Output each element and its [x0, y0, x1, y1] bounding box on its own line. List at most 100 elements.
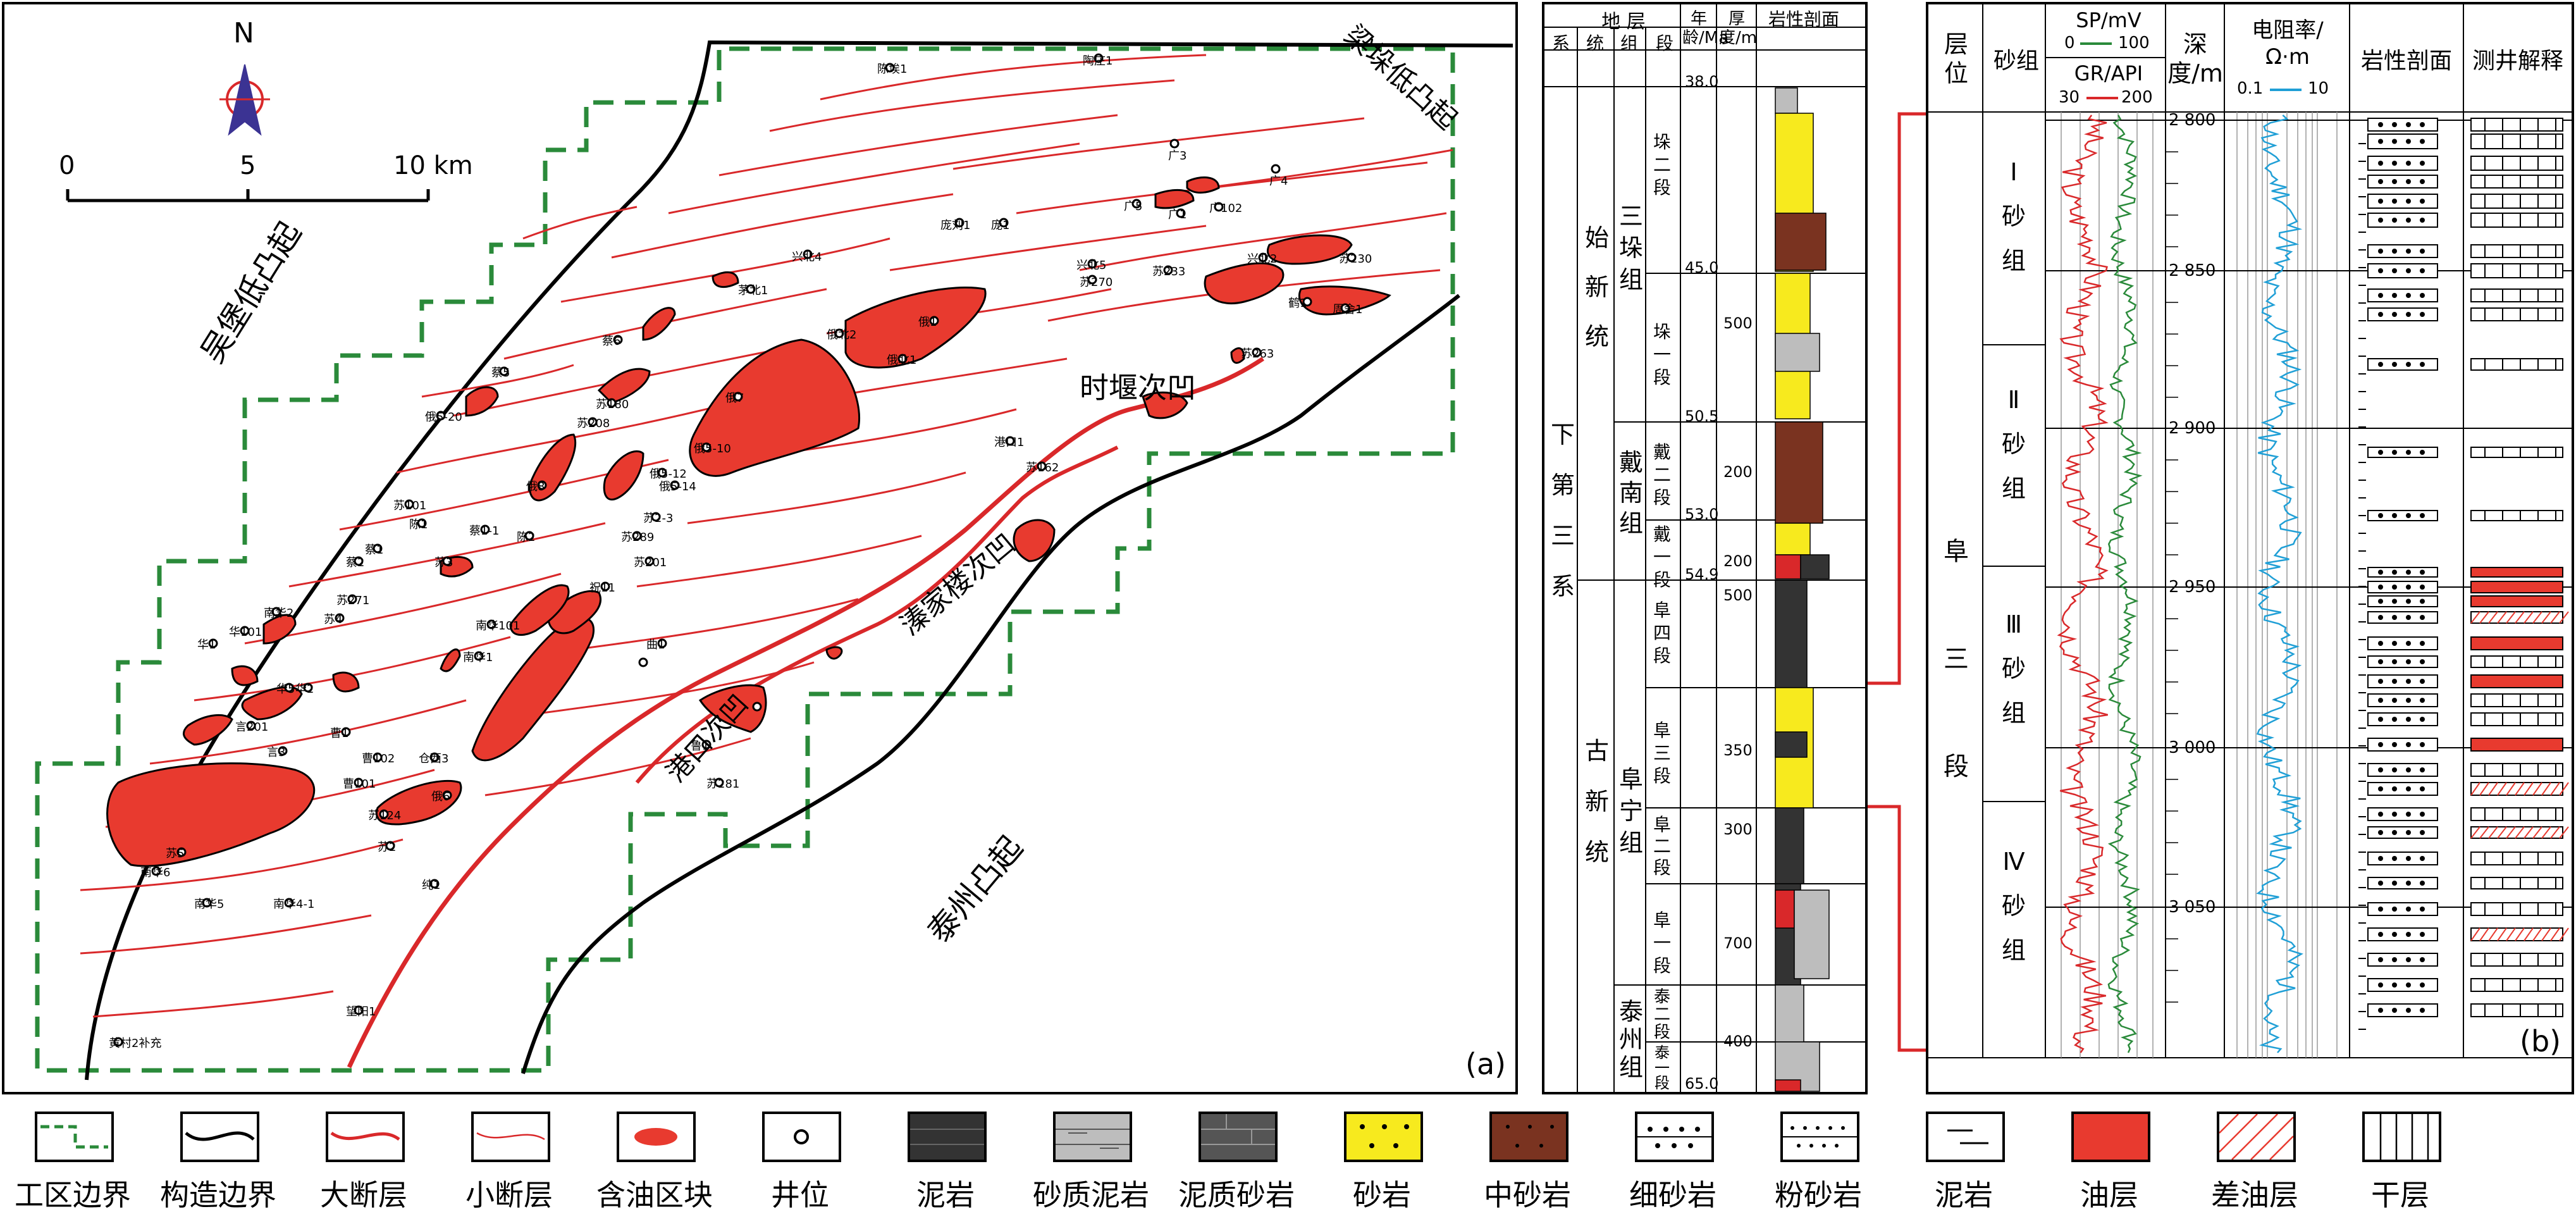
well-label: 苏180: [596, 398, 629, 411]
well-label: 广3: [1168, 149, 1187, 163]
litho-grain: [2392, 513, 2397, 518]
interp-poor-hatch: [2550, 826, 2560, 839]
resistivity-curve: [2256, 115, 2303, 1053]
litho-grain: [2392, 569, 2397, 575]
interp-poor-hatch: [2497, 826, 2507, 839]
litho-grain: [2420, 218, 2425, 223]
well-label: 苏281: [706, 777, 740, 791]
interp-poor-hatch: [2488, 927, 2498, 941]
litho-grain: [2378, 139, 2383, 144]
litho-grain: [2406, 679, 2411, 684]
litho-grain: [2378, 569, 2383, 575]
north-arrow: [219, 64, 270, 136]
strat-header-thickness: 厚度/m: [1719, 9, 1758, 47]
litho-bed: [2367, 807, 2438, 821]
litho-bed: [2367, 581, 2438, 593]
sp-curve: [2107, 115, 2143, 1053]
litho-bed: [2367, 782, 2438, 796]
log-header-depth: 深度/m: [2167, 30, 2223, 87]
interp-poor-hatch: [2479, 927, 2489, 941]
litho-grain: [2392, 881, 2397, 886]
well-label: 苏5: [166, 847, 185, 860]
litho-grain: [2420, 742, 2425, 747]
litho-bed: [2367, 358, 2438, 371]
litho-bed: [2367, 655, 2438, 668]
well-label: 苏124: [368, 809, 402, 822]
litho-grain: [2378, 249, 2383, 254]
well-label: 言201: [235, 721, 269, 734]
litho-grain: [2406, 598, 2411, 604]
well-label: 陈埃1: [877, 63, 908, 76]
litho-grain: [2406, 907, 2411, 912]
well-label: 俄5-14: [659, 480, 696, 493]
interp-bed: [2470, 763, 2563, 777]
litho-bed: [2367, 133, 2438, 149]
litho-grain: [2420, 679, 2425, 684]
litho-grain: [2378, 907, 2383, 912]
litho-grain: [2406, 450, 2411, 455]
well-label: 俄8: [526, 480, 545, 493]
litho-grain: [2420, 698, 2425, 703]
strat-header-member: 段: [1656, 33, 1674, 54]
region-shiyan: 时堰次凹: [1080, 371, 1196, 405]
litho-grain: [2392, 742, 2397, 747]
well-label: 华2: [295, 683, 314, 696]
well-label: 望阳1: [346, 1005, 376, 1019]
litho-grain: [2392, 362, 2397, 367]
litho-grain: [2406, 312, 2411, 317]
litho-grain: [2378, 881, 2383, 886]
well-label: 苏271: [336, 594, 370, 607]
litho-grain: [2392, 122, 2397, 127]
strat-system: 下第三系: [1551, 421, 1575, 600]
litho-grain: [2378, 161, 2383, 166]
legend-small-fault: 小断层: [443, 1104, 576, 1212]
litho-grain: [2406, 830, 2411, 835]
litho-grain: [2392, 812, 2397, 817]
well-label: 庞刘1: [940, 219, 971, 232]
litho-grain: [2420, 812, 2425, 817]
depth-2950: 2 950: [2169, 578, 2216, 597]
litho-bed: [2367, 738, 2438, 752]
interp-poor-hatch: [2488, 611, 2498, 624]
map-panel-label: (a): [1465, 1047, 1507, 1081]
log-header-layer: 层位: [1944, 30, 1968, 87]
litho-grain: [2406, 957, 2411, 962]
interp-poor-hatch: [2506, 611, 2516, 624]
well-label: 兴北5: [1076, 259, 1107, 272]
litho-grain: [2406, 932, 2411, 937]
litho-grain: [2378, 957, 2383, 962]
litho-grain: [2378, 982, 2383, 988]
litho-grain: [2392, 679, 2397, 684]
interp-bed: [2470, 118, 2563, 132]
interp-poor-hatch: [2515, 782, 2525, 796]
litho-bed: [2367, 307, 2438, 321]
well-label: 苏2-3: [643, 512, 674, 525]
well-label: 俄6: [431, 790, 450, 803]
sand-group-2: Ⅱ砂组: [2001, 386, 2026, 502]
litho-grain: [2378, 585, 2383, 590]
litho-grain: [2420, 881, 2425, 886]
strat-thick-700: 700: [1723, 934, 1753, 952]
strat-header-group: 地 层: [1601, 11, 1646, 33]
interp-bed: [2470, 693, 2563, 707]
well-label: 苏201: [634, 556, 667, 569]
strat-series-lower: 古新统: [1585, 737, 1610, 866]
well-label: 苏2: [378, 841, 397, 854]
legend-dry-layer: 干层: [2334, 1104, 2467, 1212]
interp-bed: [2470, 133, 2563, 149]
log-sp-max: 100: [2118, 34, 2150, 53]
litho-grain: [2420, 615, 2425, 620]
strat-member-dai2: 戴二段: [1653, 442, 1671, 508]
log-res-min: 0.1: [2237, 79, 2264, 98]
litho-grain: [2392, 293, 2397, 298]
interp-bed: [2470, 852, 2563, 865]
well-label: 苏4: [324, 613, 343, 626]
log-panel-label: (b): [2520, 1024, 2561, 1058]
litho-grain: [2392, 585, 2397, 590]
interp-bed: [2470, 655, 2563, 668]
litho-grain: [2392, 698, 2397, 703]
strat-member-fu1: 阜一段: [1653, 910, 1671, 976]
interp-poor-hatch: [2559, 826, 2569, 839]
strat-header-formation: 组: [1620, 33, 1639, 54]
litho-grain: [2406, 881, 2411, 886]
